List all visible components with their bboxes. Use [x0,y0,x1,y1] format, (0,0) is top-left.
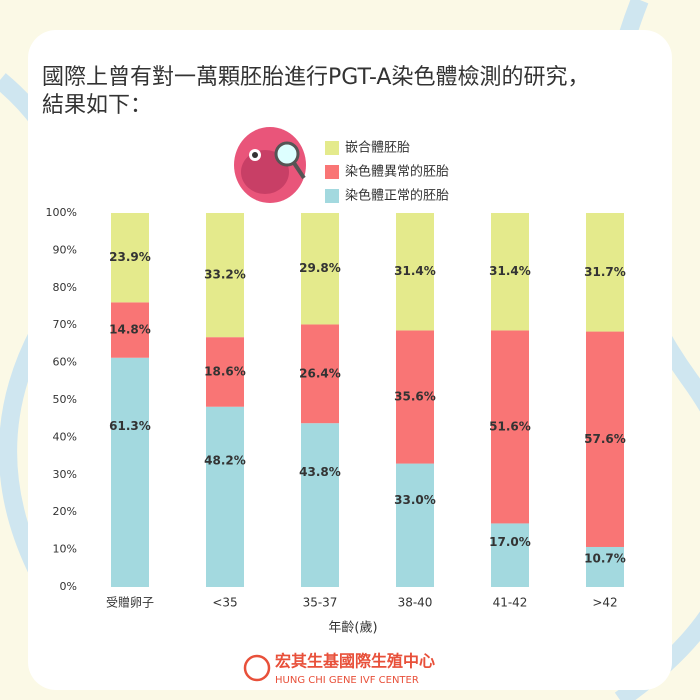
bar-segment [301,423,339,587]
legend-label: 染色體正常的胚胎 [345,188,449,204]
title-line: 結果如下： [42,93,152,118]
bar-segment [491,213,529,331]
x-tick-label: 35-37 [303,596,338,610]
bar-segment [206,337,244,407]
value-label: 10.7% [584,551,626,565]
value-label: 48.2% [204,453,246,467]
mascot [234,127,306,203]
x-axis-label: 年齡(歲) [328,621,377,636]
y-tick-label: 80% [53,281,77,294]
bar-segment [111,357,149,587]
value-label: 29.8% [299,261,341,275]
bar-segment [586,331,624,547]
bar-segment [586,213,624,332]
bar-segment [111,302,149,358]
y-tick-label: 10% [53,543,77,556]
y-tick-label: 30% [53,468,77,481]
bar-segment [206,406,244,587]
legend-label: 染色體異常的胚胎 [345,164,449,180]
y-tick-label: 20% [53,505,77,518]
y-tick-label: 60% [53,356,77,369]
bar-segment [111,213,149,303]
value-label: 35.6% [394,390,436,404]
value-label: 31.7% [584,265,626,279]
value-label: 57.6% [584,432,626,446]
footer-name-en: HUNG CHI GENE IVF CENTER [275,675,419,686]
value-label: 31.4% [394,264,436,278]
footer-logo: 宏其生基國際生殖中心 HUNG CHI GENE IVF CENTER [243,652,435,686]
x-tick-label: 41-42 [493,596,528,610]
bar-segment [396,213,434,331]
value-label: 17.0% [489,535,531,549]
x-tick-label: 受贈卵子 [106,595,154,610]
x-tick-label: >42 [592,596,617,610]
value-label: 18.6% [204,364,246,378]
bar-segment [586,546,624,587]
legend-swatch [325,141,339,155]
bar-segment [301,324,339,424]
bar-segment [301,213,339,325]
x-tick-label: <35 [212,596,237,610]
y-tick-label: 40% [53,430,77,443]
value-label: 26.4% [299,366,341,380]
value-label: 31.4% [489,264,531,278]
value-label: 14.8% [109,323,151,337]
bar-segment [206,213,244,338]
legend-label: 嵌合體胚胎 [345,141,410,156]
y-tick-label: 100% [46,206,77,219]
value-label: 51.6% [489,419,531,433]
value-label: 43.8% [299,465,341,479]
value-label: 61.3% [109,419,151,433]
value-label: 33.0% [394,493,436,507]
y-tick-label: 50% [53,393,77,406]
bar-segment [491,330,529,524]
y-tick-label: 70% [53,318,77,331]
legend-swatch [325,189,339,203]
bar-segment [491,523,529,587]
title-line: 國際上曾有對一萬顆胚胎進行PGT-A染色體檢測的研究， [42,65,589,90]
bar-segment [396,330,434,464]
y-tick-label: 90% [53,243,77,256]
legend-swatch [325,165,339,179]
value-label: 23.9% [109,250,151,264]
bar-segment [396,463,434,587]
value-label: 33.2% [204,268,246,282]
y-tick-label: 0% [60,580,77,593]
x-tick-label: 38-40 [398,596,433,610]
footer-name: 宏其生基國際生殖中心 [275,652,435,671]
